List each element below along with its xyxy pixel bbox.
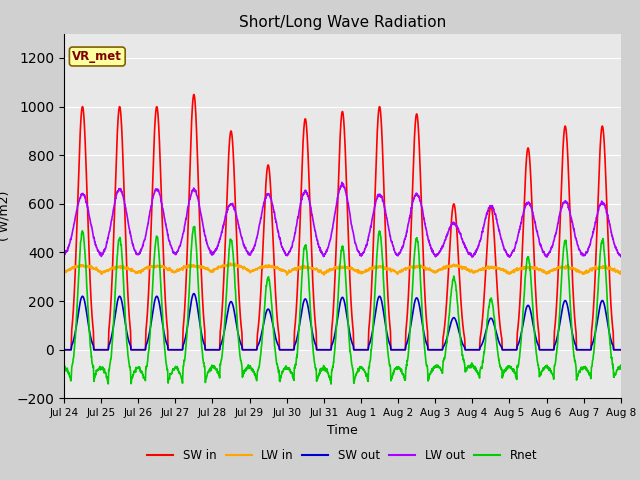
X-axis label: Time: Time [327,424,358,437]
Title: Short/Long Wave Radiation: Short/Long Wave Radiation [239,15,446,30]
Y-axis label: ( W/m2): ( W/m2) [0,191,11,241]
Text: VR_met: VR_met [72,50,122,63]
Legend: SW in, LW in, SW out, LW out, Rnet: SW in, LW in, SW out, LW out, Rnet [143,444,542,467]
